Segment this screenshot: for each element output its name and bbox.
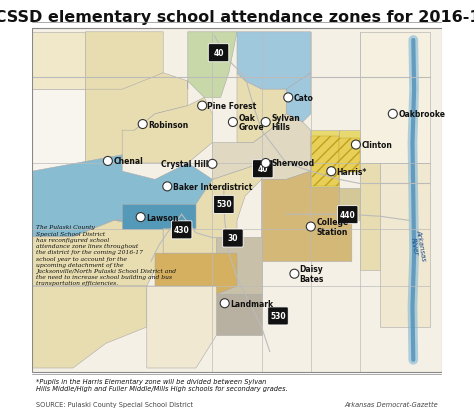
Polygon shape [339, 131, 360, 172]
Polygon shape [339, 139, 360, 173]
Circle shape [220, 299, 229, 308]
Circle shape [327, 167, 336, 176]
Polygon shape [32, 221, 163, 286]
Polygon shape [147, 286, 217, 368]
Circle shape [228, 118, 237, 127]
FancyBboxPatch shape [268, 307, 288, 325]
Text: Lawson: Lawson [146, 213, 179, 222]
Bar [32, 29, 442, 372]
Text: Arkansas
River: Arkansas River [408, 229, 427, 262]
Text: Crystal Hill: Crystal Hill [161, 160, 208, 169]
Circle shape [198, 102, 207, 111]
Polygon shape [122, 98, 212, 164]
Polygon shape [212, 115, 311, 180]
Text: Daisy
Bates: Daisy Bates [300, 265, 324, 283]
Text: Oakbrooke: Oakbrooke [398, 110, 445, 119]
Text: 430: 430 [174, 225, 190, 234]
Polygon shape [237, 74, 286, 143]
Polygon shape [163, 164, 262, 254]
Bar [32, 29, 442, 372]
Polygon shape [360, 164, 381, 270]
Text: Sylvan
Hills: Sylvan Hills [271, 113, 300, 132]
Text: Clinton: Clinton [361, 141, 392, 150]
Polygon shape [381, 164, 430, 327]
Circle shape [306, 222, 315, 231]
Circle shape [163, 182, 172, 191]
Circle shape [138, 120, 147, 129]
Polygon shape [217, 294, 262, 335]
Polygon shape [286, 74, 311, 123]
Polygon shape [114, 204, 212, 229]
Circle shape [261, 159, 270, 168]
Text: Oak
Grove: Oak Grove [238, 113, 264, 132]
FancyBboxPatch shape [223, 229, 243, 247]
Text: 40: 40 [213, 49, 224, 58]
FancyBboxPatch shape [214, 196, 234, 214]
Text: SOURCE: Pulaski County Special School District: SOURCE: Pulaski County Special School Di… [36, 401, 193, 407]
Text: The Pulaski County
Special School District
has reconfigured school
attendance zo: The Pulaski County Special School Distri… [36, 225, 176, 285]
Polygon shape [188, 33, 237, 98]
Polygon shape [311, 131, 339, 188]
Circle shape [290, 270, 299, 279]
Text: Cato: Cato [293, 94, 313, 103]
Polygon shape [262, 172, 352, 262]
FancyBboxPatch shape [337, 206, 358, 224]
Text: Landmark: Landmark [230, 299, 273, 308]
Polygon shape [155, 254, 237, 294]
Text: Pine Forest: Pine Forest [208, 102, 257, 111]
Circle shape [208, 160, 217, 169]
Circle shape [388, 110, 397, 119]
FancyBboxPatch shape [172, 221, 192, 239]
Circle shape [103, 157, 112, 166]
Text: Robinson: Robinson [148, 120, 188, 129]
Polygon shape [32, 155, 212, 237]
Polygon shape [122, 204, 196, 229]
FancyBboxPatch shape [253, 160, 273, 178]
Polygon shape [32, 90, 85, 172]
Text: *Pupils in the Harris Elementary zone will be divided between Sylvan
Hills Middl: *Pupils in the Harris Elementary zone wi… [36, 378, 288, 391]
Polygon shape [339, 188, 360, 221]
Polygon shape [32, 33, 85, 90]
Text: 530: 530 [270, 311, 286, 320]
Polygon shape [311, 137, 339, 187]
Text: PCSSD elementary school attendance zones for 2016-17: PCSSD elementary school attendance zones… [0, 10, 474, 25]
Text: 530: 530 [216, 200, 232, 209]
Text: Chenal: Chenal [113, 157, 143, 166]
Polygon shape [85, 33, 163, 115]
Text: College
Station: College Station [316, 218, 348, 236]
Circle shape [284, 94, 293, 103]
Polygon shape [237, 33, 311, 90]
Text: Arkansas Democrat-Gazette: Arkansas Democrat-Gazette [344, 401, 438, 407]
Text: 440: 440 [340, 210, 356, 219]
Text: Sherwood: Sherwood [271, 159, 314, 168]
Text: 30: 30 [228, 234, 238, 243]
Circle shape [261, 118, 270, 127]
Text: Baker Interdistrict: Baker Interdistrict [173, 182, 252, 191]
Circle shape [351, 141, 360, 150]
Circle shape [136, 213, 145, 222]
Polygon shape [360, 33, 430, 164]
Polygon shape [85, 74, 188, 164]
Polygon shape [32, 286, 147, 368]
Text: 40: 40 [257, 164, 268, 173]
Text: Harris*: Harris* [337, 167, 367, 176]
FancyBboxPatch shape [208, 45, 229, 63]
Polygon shape [217, 237, 262, 294]
